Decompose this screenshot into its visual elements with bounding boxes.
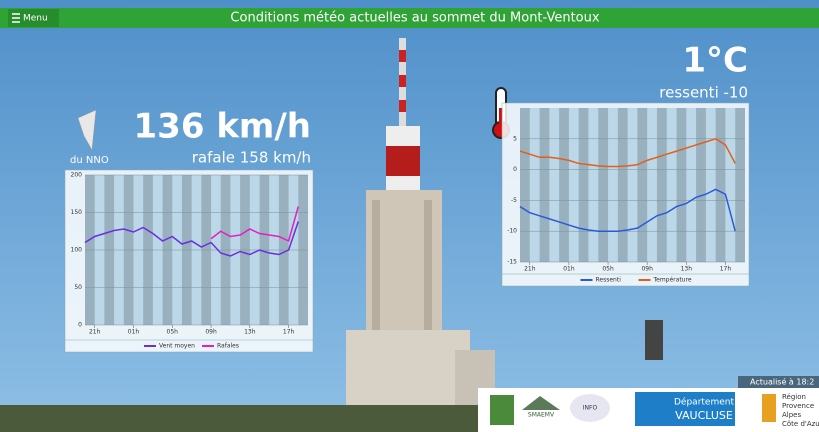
updated: Actualisé à 18:2 bbox=[750, 377, 814, 387]
x-tick-label: 13h bbox=[244, 329, 256, 336]
logo-region-4: Côte d'Azur bbox=[782, 420, 819, 428]
time-band bbox=[735, 108, 745, 262]
plot-area bbox=[520, 108, 745, 262]
y-tick-label: 150 bbox=[71, 209, 83, 216]
legend-label: Température bbox=[653, 277, 692, 284]
y-tick-label: 5 bbox=[513, 135, 517, 142]
time-band bbox=[579, 108, 589, 262]
y-tick-label: -10 bbox=[507, 228, 517, 235]
time-band bbox=[598, 108, 608, 262]
logo-region-2: Provence bbox=[782, 402, 814, 410]
y-tick-label: 200 bbox=[71, 172, 83, 179]
logo-parc bbox=[490, 395, 514, 425]
x-tick-label: 01h bbox=[128, 329, 140, 336]
time-band bbox=[677, 108, 687, 262]
logo-region-3: Alpes bbox=[782, 411, 801, 419]
legend-label: Ressenti bbox=[596, 277, 622, 284]
y-tick-label: 100 bbox=[71, 247, 83, 254]
time-band bbox=[559, 108, 569, 262]
y-tick-label: 0 bbox=[78, 322, 82, 329]
screen: Menu Conditions météo actuelles au somme… bbox=[0, 0, 819, 432]
time-band bbox=[716, 108, 726, 262]
y-tick-label: -5 bbox=[511, 197, 517, 204]
wind-direction: du NNO bbox=[70, 155, 109, 166]
logo-vaucluse-line1: Département bbox=[674, 397, 734, 408]
time-band bbox=[520, 108, 530, 262]
logo-region-flag bbox=[762, 394, 776, 422]
feels-like: ressenti -10 bbox=[659, 84, 748, 102]
logo-info: INFO bbox=[583, 405, 598, 412]
x-tick-label: 17h bbox=[720, 266, 732, 273]
time-band bbox=[657, 108, 667, 262]
logo-smaemv: SMAEMV bbox=[528, 412, 555, 419]
x-tick-label: 01h bbox=[563, 266, 575, 273]
x-tick-label: 13h bbox=[681, 266, 693, 273]
legend-label: Vent moyen bbox=[159, 343, 195, 350]
wind-gust: rafale 158 km/h bbox=[192, 149, 311, 167]
legend-label: Rafales bbox=[217, 343, 239, 350]
x-tick-label: 21h bbox=[89, 329, 101, 336]
x-tick-label: 05h bbox=[167, 329, 179, 336]
logo-region-1: Région bbox=[782, 393, 806, 401]
y-tick-label: -15 bbox=[507, 259, 517, 266]
x-tick-label: 21h bbox=[524, 266, 536, 273]
page: Menu Conditions météo actuelles au somme… bbox=[0, 0, 819, 432]
menu-label[interactable]: Menu bbox=[23, 14, 48, 24]
y-tick-label: 50 bbox=[74, 284, 82, 291]
time-band bbox=[618, 108, 628, 262]
page-title: Conditions météo actuelles au sommet du … bbox=[230, 11, 599, 26]
logo-vaucluse-line2: VAUCLUSE bbox=[675, 409, 733, 422]
x-tick-label: 09h bbox=[641, 266, 653, 273]
temperature-value: 1°C bbox=[682, 41, 748, 81]
y-tick-label: 0 bbox=[513, 166, 517, 173]
x-tick-label: 17h bbox=[283, 329, 295, 336]
time-band bbox=[540, 108, 550, 262]
x-tick-label: 05h bbox=[602, 266, 614, 273]
time-band bbox=[696, 108, 706, 262]
wind-speed: 136 km/h bbox=[134, 107, 311, 147]
time-band bbox=[637, 108, 647, 262]
x-tick-label: 09h bbox=[205, 329, 217, 336]
